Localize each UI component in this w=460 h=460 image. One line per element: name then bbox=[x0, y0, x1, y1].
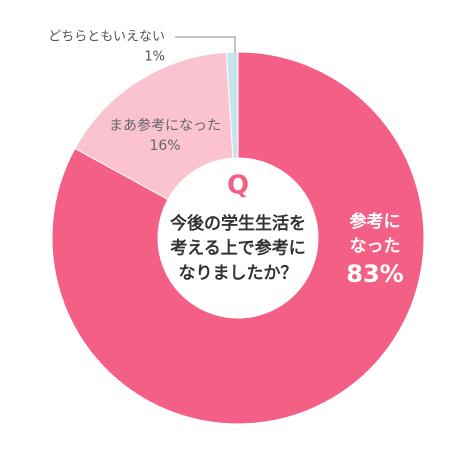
donut-hole bbox=[158, 158, 318, 318]
slice-label: 参考になった bbox=[350, 211, 401, 257]
slice-label: どちらともいえない bbox=[48, 30, 165, 45]
question: 今後の学生生活を考える上で参考になりましたか？ bbox=[169, 213, 306, 283]
slice-label: まあ参考になった bbox=[109, 117, 221, 134]
slices bbox=[51, 51, 425, 425]
value-label: 83% bbox=[346, 260, 403, 288]
question-mark: Q bbox=[227, 171, 249, 201]
leader-line bbox=[175, 36, 236, 53]
value-label: 16% bbox=[149, 138, 180, 154]
value-label: 1% bbox=[144, 50, 165, 65]
